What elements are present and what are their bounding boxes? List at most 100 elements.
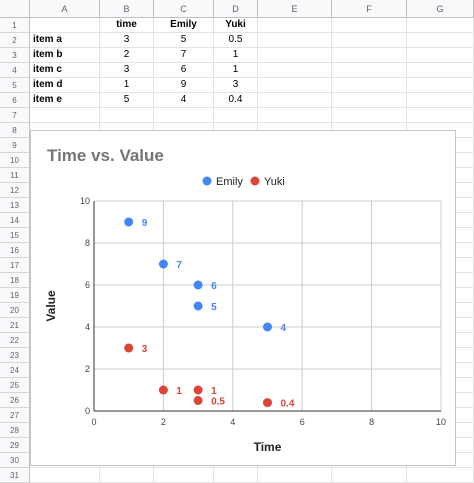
cell[interactable] bbox=[407, 48, 474, 63]
cell[interactable] bbox=[258, 93, 332, 108]
select-all-corner[interactable] bbox=[0, 0, 30, 18]
table-cell[interactable]: 5 bbox=[100, 93, 154, 108]
row-header-25[interactable]: 25 bbox=[0, 378, 30, 393]
cell[interactable] bbox=[407, 468, 474, 483]
table-cell[interactable]: time bbox=[100, 18, 154, 33]
x-tick-label: 6 bbox=[300, 417, 305, 427]
row-header-19[interactable]: 19 bbox=[0, 288, 30, 303]
cell[interactable] bbox=[30, 108, 100, 123]
row-header-17[interactable]: 17 bbox=[0, 258, 30, 273]
y-tick-label: 4 bbox=[85, 322, 90, 332]
row-header-29[interactable]: 29 bbox=[0, 438, 30, 453]
cell[interactable] bbox=[30, 468, 100, 483]
row-header-18[interactable]: 18 bbox=[0, 273, 30, 288]
column-header-e[interactable]: E bbox=[258, 0, 332, 18]
table-cell[interactable]: 1 bbox=[100, 78, 154, 93]
cell[interactable] bbox=[154, 108, 214, 123]
row-header-26[interactable]: 26 bbox=[0, 393, 30, 408]
cell[interactable] bbox=[258, 48, 332, 63]
table-cell[interactable]: item d bbox=[30, 78, 100, 93]
column-header-f[interactable]: F bbox=[332, 0, 407, 18]
row-header-2[interactable]: 2 bbox=[0, 33, 30, 48]
table-cell[interactable]: 9 bbox=[154, 78, 214, 93]
cell[interactable] bbox=[332, 468, 407, 483]
table-cell[interactable]: 0.5 bbox=[214, 33, 258, 48]
table-cell[interactable]: item c bbox=[30, 63, 100, 78]
column-header-g[interactable]: G bbox=[407, 0, 474, 18]
row-header-22[interactable]: 22 bbox=[0, 333, 30, 348]
row-header-10[interactable]: 10 bbox=[0, 153, 30, 168]
row-header-11[interactable]: 11 bbox=[0, 168, 30, 183]
table-cell[interactable]: 0.4 bbox=[214, 93, 258, 108]
cell[interactable] bbox=[407, 33, 474, 48]
row-header-3[interactable]: 3 bbox=[0, 48, 30, 63]
row-header-24[interactable]: 24 bbox=[0, 363, 30, 378]
cell[interactable] bbox=[258, 33, 332, 48]
row-header-7[interactable]: 7 bbox=[0, 108, 30, 123]
row-header-8[interactable]: 8 bbox=[0, 123, 30, 138]
row-header-1[interactable]: 1 bbox=[0, 18, 30, 33]
cell[interactable] bbox=[154, 468, 214, 483]
row-header-15[interactable]: 15 bbox=[0, 228, 30, 243]
row-header-6[interactable]: 6 bbox=[0, 93, 30, 108]
row-header-27[interactable]: 27 bbox=[0, 408, 30, 423]
cell[interactable] bbox=[258, 78, 332, 93]
row-header-30[interactable]: 30 bbox=[0, 453, 30, 468]
cell[interactable] bbox=[258, 63, 332, 78]
cell[interactable] bbox=[214, 468, 258, 483]
cell[interactable] bbox=[407, 63, 474, 78]
cell[interactable] bbox=[332, 33, 407, 48]
cell[interactable] bbox=[258, 18, 332, 33]
row-header-23[interactable]: 23 bbox=[0, 348, 30, 363]
column-header-d[interactable]: D bbox=[214, 0, 258, 18]
row-header-31[interactable]: 31 bbox=[0, 468, 30, 483]
table-cell[interactable]: item e bbox=[30, 93, 100, 108]
row-header-13[interactable]: 13 bbox=[0, 198, 30, 213]
row-header-4[interactable]: 4 bbox=[0, 63, 30, 78]
cell[interactable] bbox=[332, 108, 407, 123]
cell[interactable] bbox=[258, 108, 332, 123]
column-header-b[interactable]: B bbox=[100, 0, 154, 18]
table-cell[interactable]: Yuki bbox=[214, 18, 258, 33]
cell[interactable] bbox=[100, 468, 154, 483]
data-point-emily bbox=[124, 217, 134, 227]
row-header-21[interactable]: 21 bbox=[0, 318, 30, 333]
cell[interactable] bbox=[407, 18, 474, 33]
row-header-14[interactable]: 14 bbox=[0, 213, 30, 228]
table-cell[interactable]: 7 bbox=[154, 48, 214, 63]
table-cell[interactable]: item b bbox=[30, 48, 100, 63]
cell[interactable] bbox=[332, 78, 407, 93]
cell[interactable] bbox=[214, 108, 258, 123]
row-header-12[interactable]: 12 bbox=[0, 183, 30, 198]
table-cell[interactable]: 4 bbox=[154, 93, 214, 108]
column-header-a[interactable]: A bbox=[30, 0, 100, 18]
table-cell[interactable]: Emily bbox=[154, 18, 214, 33]
cell[interactable] bbox=[258, 468, 332, 483]
table-cell[interactable] bbox=[30, 18, 100, 33]
row-header-9[interactable]: 9 bbox=[0, 138, 30, 153]
cell[interactable] bbox=[407, 108, 474, 123]
cell[interactable] bbox=[407, 93, 474, 108]
cell[interactable] bbox=[332, 93, 407, 108]
table-cell[interactable]: 3 bbox=[100, 63, 154, 78]
row-header-5[interactable]: 5 bbox=[0, 78, 30, 93]
table-cell[interactable]: item a bbox=[30, 33, 100, 48]
column-header-c[interactable]: C bbox=[154, 0, 214, 18]
cell[interactable] bbox=[332, 63, 407, 78]
cell[interactable] bbox=[100, 108, 154, 123]
table-cell[interactable]: 6 bbox=[154, 63, 214, 78]
table-cell[interactable]: 1 bbox=[214, 63, 258, 78]
table-cell[interactable]: 3 bbox=[100, 33, 154, 48]
table-cell[interactable]: 1 bbox=[214, 48, 258, 63]
row-header-20[interactable]: 20 bbox=[0, 303, 30, 318]
table-cell[interactable]: 5 bbox=[154, 33, 214, 48]
cell[interactable] bbox=[332, 18, 407, 33]
table-cell[interactable]: 3 bbox=[214, 78, 258, 93]
scatter-chart[interactable]: Time vs. Value Emily Yuki 0 2 4 6 8 10 0 2 4 6 8 10 Tim… bbox=[30, 130, 456, 466]
cell[interactable] bbox=[407, 78, 474, 93]
row-header-16[interactable]: 16 bbox=[0, 243, 30, 258]
row-header-28[interactable]: 28 bbox=[0, 423, 30, 438]
table-cell[interactable]: 2 bbox=[100, 48, 154, 63]
cell[interactable] bbox=[332, 48, 407, 63]
